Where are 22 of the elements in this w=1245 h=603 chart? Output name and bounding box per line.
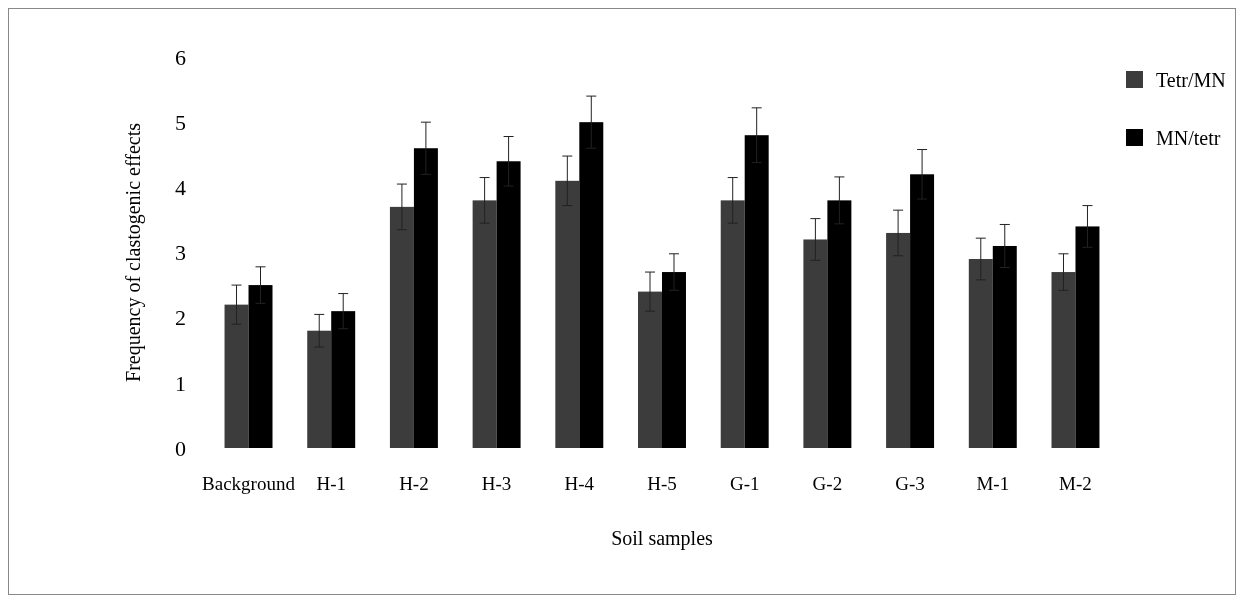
x-tick-label: G-1 <box>729 473 760 494</box>
x-tick-label: H-3 <box>481 473 512 494</box>
x-tick-label: H-4 <box>564 473 595 494</box>
y-tick-label: 5 <box>175 109 186 135</box>
x-tick-label: M-2 <box>1059 473 1092 494</box>
y-tick-label: 6 <box>175 44 186 70</box>
x-tick-label: H-2 <box>399 473 429 494</box>
y-tick-label: 2 <box>175 305 186 331</box>
x-tick-label: G-3 <box>895 473 925 494</box>
x-axis-title: Soil samples <box>611 527 714 550</box>
y-tick-label: 1 <box>175 370 186 396</box>
x-tick-label: H-5 <box>647 473 677 494</box>
x-tick-label: G-2 <box>812 473 843 494</box>
y-tick-label: 4 <box>175 175 186 201</box>
y-axis-title: Frequency of clastogenic effects <box>122 122 145 382</box>
x-tick-label: H-1 <box>316 473 346 494</box>
legend-label: MN/tetr <box>1156 127 1221 149</box>
y-tick-label: 0 <box>175 435 186 461</box>
x-tick-label: Background <box>202 473 296 494</box>
x-tick-label: M-1 <box>976 473 1010 494</box>
legend-label: Tetr/MN <box>1156 69 1226 91</box>
y-tick-label: 3 <box>175 240 186 266</box>
